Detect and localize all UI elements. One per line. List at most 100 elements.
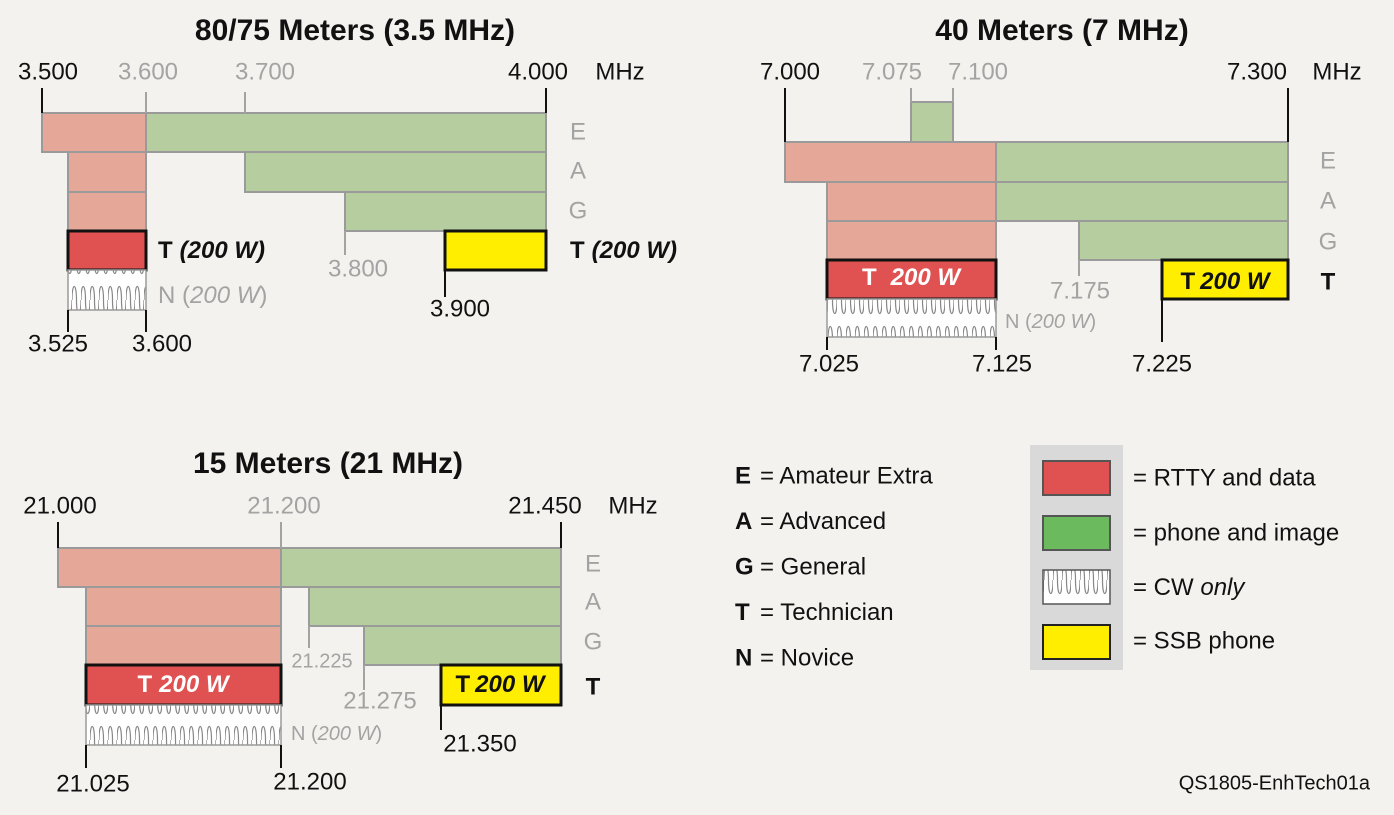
- tick-label: 3.900: [430, 295, 490, 322]
- credit: QS1805-EnhTech01a: [1179, 772, 1371, 794]
- label-part: 200 W: [158, 671, 231, 698]
- label-part: ): [259, 282, 267, 309]
- segment: [280, 547, 562, 588]
- novice-label: N (200 W): [1005, 311, 1096, 333]
- label-part: ): [375, 723, 382, 745]
- label-part: N (: [158, 282, 190, 309]
- tick-label: 7.025: [799, 350, 859, 377]
- label-part: T: [137, 671, 152, 698]
- power-label: T (200 W): [570, 237, 677, 264]
- label-part: 200 W: [317, 723, 378, 745]
- unit: MHz: [595, 58, 644, 85]
- tick-label: 4.000: [508, 58, 568, 85]
- tick-label: 7.300: [1227, 58, 1287, 85]
- class-letter: G: [1319, 228, 1338, 255]
- segment: [85, 625, 282, 666]
- segment: [344, 191, 547, 232]
- segment: [66, 229, 148, 272]
- tick-label: 21.350: [443, 730, 516, 757]
- segment: [1042, 515, 1111, 551]
- power-label: T 200 W: [455, 671, 546, 698]
- segment: [363, 625, 562, 666]
- segment: [439, 663, 563, 707]
- tick-label: 21.025: [56, 770, 129, 797]
- label-part: (200 W): [592, 237, 677, 264]
- tick-label: 21.450: [508, 492, 581, 519]
- tick-label: 3.525: [28, 330, 88, 357]
- class-letter: A: [570, 157, 586, 184]
- tick-label: 7.175: [1050, 277, 1110, 304]
- tick-label: 7.125: [972, 350, 1032, 377]
- class-letter: T: [586, 673, 601, 700]
- key-code: A: [735, 508, 752, 535]
- tick-label: 21.000: [23, 492, 96, 519]
- key-label: = Amateur Extra: [760, 462, 933, 489]
- segment: [67, 191, 147, 232]
- class-letter: E: [585, 550, 601, 577]
- tick-label: 7.075: [862, 58, 922, 85]
- tick-label: 3.500: [18, 58, 78, 85]
- label-part: T: [570, 237, 585, 264]
- mode-label: = SSB phone: [1133, 627, 1275, 654]
- segment: [308, 586, 562, 627]
- segment: [1042, 569, 1111, 605]
- segment: [1042, 624, 1111, 660]
- tick-label: 3.600: [132, 330, 192, 357]
- label-part: T: [455, 671, 470, 698]
- mode-label: = phone and image: [1133, 519, 1339, 546]
- segment: [826, 181, 997, 222]
- label-part: T: [1180, 268, 1195, 295]
- tick-label: 21.275: [343, 687, 416, 714]
- segment: [826, 220, 997, 261]
- class-letter: A: [1320, 187, 1336, 214]
- key-code: G: [735, 553, 754, 580]
- class-letter: E: [570, 118, 586, 145]
- segment: [995, 181, 1289, 222]
- key-label: = General: [760, 553, 866, 580]
- tick-label: 3.800: [328, 255, 388, 282]
- key-label: = Novice: [760, 644, 854, 671]
- novice-label: N (200 W): [291, 723, 382, 745]
- key-label: = Advanced: [760, 508, 886, 535]
- label-part: (200 W): [180, 237, 265, 264]
- tick-label: 3.700: [235, 58, 295, 85]
- label-part: 200 W: [474, 671, 547, 698]
- label-part: = CW: [1133, 574, 1200, 601]
- label-part: only: [1200, 574, 1246, 601]
- key-code: E: [735, 462, 751, 489]
- key-code: T: [735, 599, 750, 626]
- label-part: 200 W: [890, 264, 963, 291]
- segment: [443, 229, 548, 272]
- class-letter: T: [1321, 268, 1336, 295]
- class-letter: A: [585, 588, 601, 615]
- class-letter: G: [584, 628, 603, 655]
- label-part: N (: [291, 723, 318, 745]
- mode-label: = CW only: [1133, 574, 1246, 601]
- segment: [85, 586, 282, 627]
- label-part: T: [158, 237, 173, 264]
- label-part: ): [1089, 311, 1096, 333]
- segment: [826, 298, 997, 338]
- segment: [57, 547, 282, 588]
- tick-label: 7.225: [1132, 350, 1192, 377]
- title: 15 Meters (21 MHz): [193, 447, 463, 480]
- segment: [995, 141, 1289, 183]
- tick-label: 3.600: [118, 58, 178, 85]
- label-part: 200 W: [1199, 268, 1272, 295]
- power-label: T 200 W: [1180, 268, 1271, 295]
- segment: [145, 112, 547, 153]
- label-part: N (: [1005, 311, 1032, 333]
- class-letter: G: [569, 197, 588, 224]
- segment: [41, 112, 147, 153]
- segment: [67, 151, 147, 193]
- novice-label: N (200 W): [158, 282, 267, 309]
- segment: [1078, 220, 1289, 261]
- tick-label: 7.100: [948, 58, 1008, 85]
- unit: MHz: [1312, 58, 1361, 85]
- segment: [1042, 460, 1111, 496]
- key-label: = Technician: [760, 599, 894, 626]
- unit: MHz: [608, 492, 657, 519]
- segment: [67, 269, 147, 311]
- key-code: N: [735, 644, 752, 671]
